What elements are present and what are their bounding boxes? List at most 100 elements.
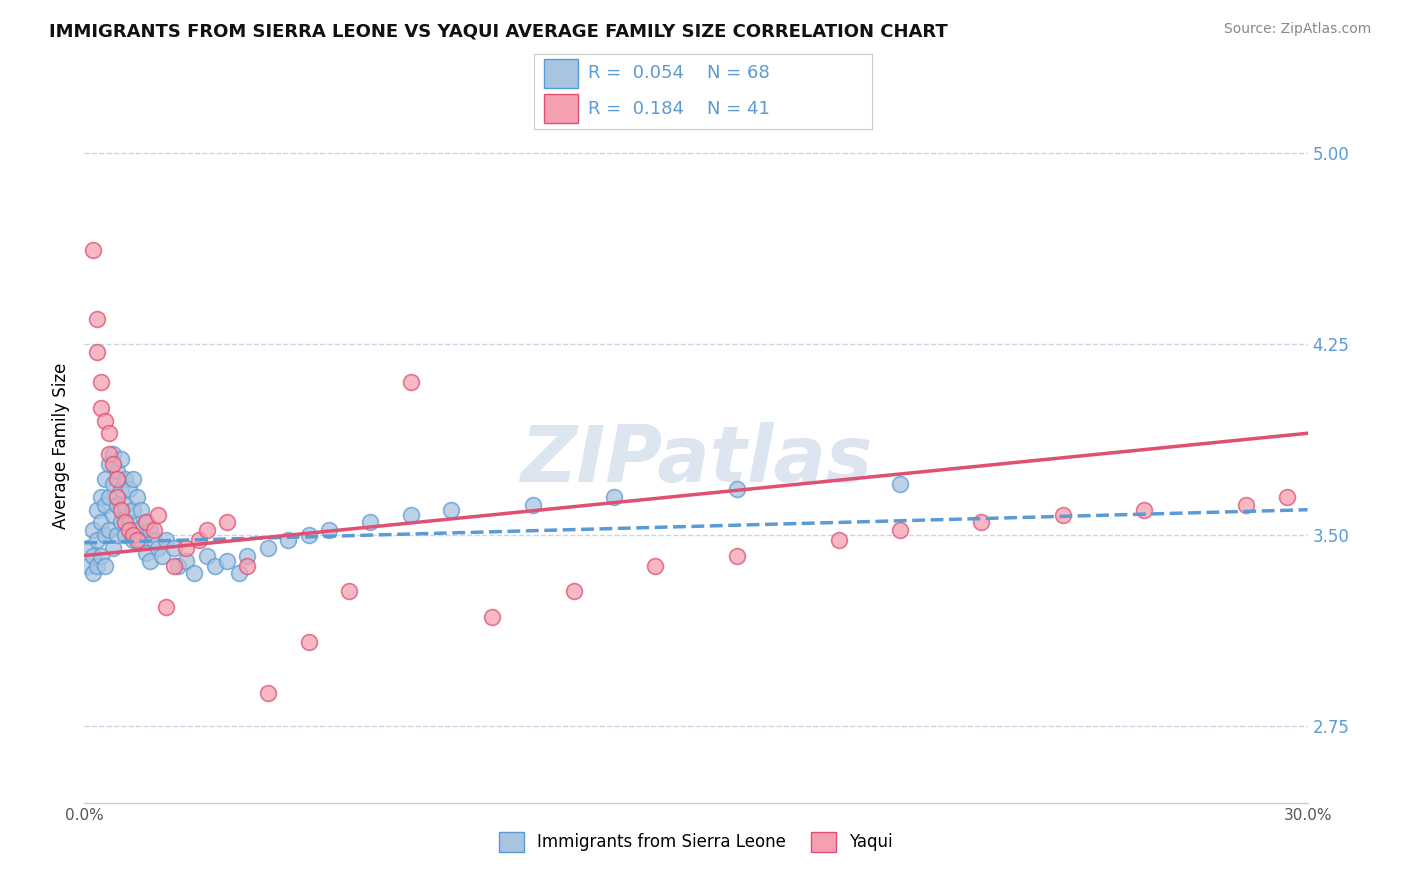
- Point: [101, 447, 124, 461]
- Point: [204, 558, 226, 573]
- Point: [127, 490, 149, 504]
- Point: [359, 516, 381, 530]
- Point: [1052, 508, 1074, 522]
- Point: [93, 472, 115, 486]
- Point: [142, 533, 165, 548]
- Point: [163, 541, 186, 555]
- Point: [90, 516, 112, 530]
- Text: IMMIGRANTS FROM SIERRA LEONE VS YAQUI AVERAGE FAMILY SIZE CORRELATION CHART: IMMIGRANTS FROM SIERRA LEONE VS YAQUI AV…: [49, 22, 948, 40]
- Point: [86, 558, 108, 573]
- Point: [135, 546, 157, 560]
- Point: [138, 554, 160, 568]
- Point: [183, 566, 205, 581]
- Point: [110, 502, 132, 516]
- Text: ZIPatlas: ZIPatlas: [520, 422, 872, 499]
- Point: [603, 490, 626, 504]
- Point: [114, 528, 136, 542]
- Point: [339, 584, 361, 599]
- Point: [82, 566, 104, 581]
- Point: [114, 472, 136, 486]
- Point: [440, 502, 463, 516]
- Y-axis label: Average Family Size: Average Family Size: [52, 363, 70, 529]
- Point: [110, 483, 132, 497]
- Point: [122, 502, 145, 516]
- Point: [86, 502, 108, 516]
- Point: [93, 498, 115, 512]
- Point: [970, 516, 993, 530]
- Point: [114, 516, 136, 530]
- Point: [138, 523, 160, 537]
- Point: [277, 533, 299, 548]
- Point: [228, 566, 250, 581]
- Point: [257, 686, 280, 700]
- Point: [725, 483, 748, 497]
- Point: [195, 549, 218, 563]
- Point: [105, 498, 128, 512]
- Point: [481, 609, 503, 624]
- Point: [131, 502, 153, 516]
- Point: [97, 457, 120, 471]
- Text: R =  0.184    N = 41: R = 0.184 N = 41: [588, 100, 770, 118]
- Point: [318, 523, 340, 537]
- Point: [257, 541, 280, 555]
- Point: [77, 541, 100, 555]
- Point: [82, 243, 104, 257]
- Point: [150, 549, 173, 563]
- Point: [644, 558, 666, 573]
- Point: [97, 490, 120, 504]
- Text: R =  0.054    N = 68: R = 0.054 N = 68: [588, 64, 770, 82]
- Point: [135, 516, 157, 530]
- Point: [174, 541, 197, 555]
- Point: [90, 549, 112, 563]
- Point: [82, 523, 104, 537]
- Point: [101, 508, 124, 522]
- Point: [163, 558, 186, 573]
- Bar: [544, 95, 578, 123]
- Point: [399, 376, 422, 390]
- Point: [122, 528, 145, 542]
- Point: [93, 528, 115, 542]
- Point: [122, 472, 145, 486]
- Point: [146, 541, 169, 555]
- Point: [146, 508, 169, 522]
- Point: [90, 401, 112, 415]
- Point: [236, 549, 259, 563]
- Point: [97, 426, 120, 441]
- Point: [77, 558, 100, 573]
- Point: [105, 528, 128, 542]
- Point: [110, 451, 132, 466]
- Point: [101, 541, 124, 555]
- Point: [118, 516, 141, 530]
- Point: [86, 533, 108, 548]
- Point: [155, 533, 177, 548]
- Point: [118, 523, 141, 537]
- Point: [889, 523, 911, 537]
- Point: [522, 498, 544, 512]
- Bar: [544, 59, 578, 87]
- Point: [725, 549, 748, 563]
- Point: [1133, 502, 1156, 516]
- Point: [101, 457, 124, 471]
- Point: [86, 344, 108, 359]
- Point: [236, 558, 259, 573]
- Point: [562, 584, 585, 599]
- Point: [105, 490, 128, 504]
- Point: [142, 523, 165, 537]
- Point: [135, 516, 157, 530]
- Point: [187, 533, 209, 548]
- Point: [1277, 490, 1299, 504]
- Point: [298, 528, 321, 542]
- Point: [101, 477, 124, 491]
- Point: [889, 477, 911, 491]
- Legend: Immigrants from Sierra Leone, Yaqui: Immigrants from Sierra Leone, Yaqui: [492, 825, 900, 859]
- Point: [131, 533, 153, 548]
- Point: [86, 311, 108, 326]
- Point: [167, 558, 190, 573]
- Point: [1236, 498, 1258, 512]
- Point: [118, 483, 141, 497]
- Point: [127, 533, 149, 548]
- Point: [122, 533, 145, 548]
- Point: [90, 376, 112, 390]
- Point: [155, 599, 177, 614]
- Point: [110, 516, 132, 530]
